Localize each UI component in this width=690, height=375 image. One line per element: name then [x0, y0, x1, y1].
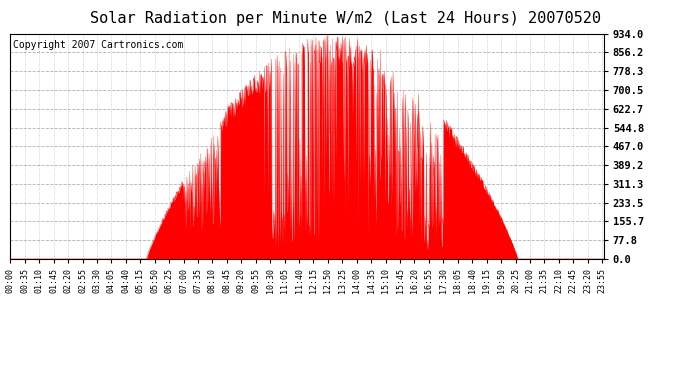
Text: Solar Radiation per Minute W/m2 (Last 24 Hours) 20070520: Solar Radiation per Minute W/m2 (Last 24…: [90, 11, 600, 26]
Text: Copyright 2007 Cartronics.com: Copyright 2007 Cartronics.com: [13, 40, 184, 51]
